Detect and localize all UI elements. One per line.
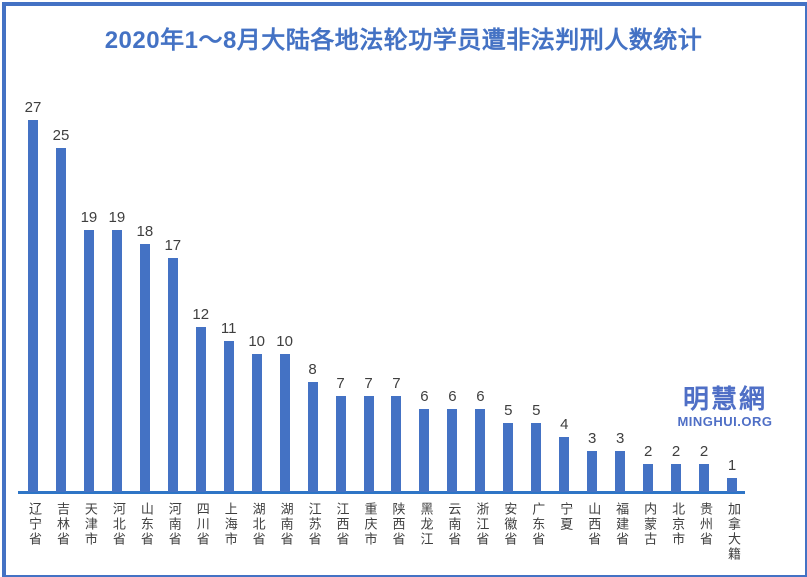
bar-value-label: 5 [532, 402, 541, 420]
bar-value-label: 3 [615, 429, 625, 447]
bar [503, 423, 514, 492]
bar-value-label: 8 [308, 360, 317, 378]
category-label: 重庆市 [362, 502, 378, 547]
bar-value-label: 4 [560, 415, 569, 433]
bar-value-label: 2 [643, 443, 653, 461]
bar [587, 450, 598, 492]
bar [419, 409, 430, 492]
bar-value-label: 5 [504, 402, 513, 420]
bar-value-label: 17 [164, 236, 182, 254]
bar [727, 478, 737, 492]
category-label: 上海市 [222, 502, 238, 547]
minghui-watermark: 明慧網 MINGHUI.ORG [655, 386, 795, 428]
category-label: 河北省 [110, 502, 126, 547]
category-label: 山东省 [138, 502, 154, 547]
bar-value-label: 7 [392, 374, 401, 392]
bar [699, 464, 710, 492]
category-label: 河南省 [166, 502, 182, 547]
bar-value-label: 6 [476, 388, 485, 406]
bar-value-label: 6 [420, 388, 429, 406]
bar [55, 147, 66, 492]
bar [475, 409, 486, 492]
bar-value-label: 27 [24, 99, 42, 117]
category-label: 四川省 [194, 502, 210, 547]
bar [335, 395, 346, 492]
bar [447, 409, 458, 492]
category-label: 吉林省 [54, 502, 70, 547]
category-label: 湖南省 [278, 502, 294, 547]
category-label: 贵州省 [698, 502, 714, 547]
bar [83, 230, 94, 492]
category-label: 内蒙古 [642, 502, 658, 547]
bar [615, 450, 626, 492]
category-label: 云南省 [446, 502, 462, 547]
x-axis-line [18, 491, 745, 494]
bar-value-label: 25 [52, 126, 70, 144]
bar-value-label: 7 [336, 374, 345, 392]
bar-value-label: 3 [588, 429, 597, 447]
bar-value-label: 19 [108, 209, 126, 227]
category-label: 江西省 [334, 502, 350, 547]
category-label: 福建省 [614, 502, 630, 547]
bar [195, 326, 206, 492]
bar-value-label: 2 [671, 443, 681, 461]
bar [139, 244, 150, 492]
category-label: 辽宁省 [27, 502, 42, 547]
bar [671, 464, 682, 492]
bar-value-label: 12 [192, 305, 210, 323]
category-label: 陕西省 [390, 502, 406, 547]
bar [307, 381, 318, 492]
bar-value-label: 7 [364, 374, 373, 392]
minghui-logo-cn: 明慧網 [682, 384, 767, 414]
bar-value-label: 18 [136, 223, 154, 241]
category-label: 宁夏 [558, 502, 574, 532]
category-label: 加拿大籍 [726, 502, 741, 562]
bar [279, 354, 290, 492]
bar [28, 120, 38, 492]
category-label: 江苏省 [306, 502, 322, 547]
bar-value-label: 10 [276, 333, 293, 351]
category-label: 黑龙江 [418, 502, 434, 547]
bar [111, 230, 122, 492]
bar [363, 395, 374, 492]
chart-title: 2020年1～8月大陆各地法轮功学员遭非法判刑人数统计 [104, 27, 703, 54]
bar-value-label: 19 [80, 209, 98, 227]
bar-value-label: 11 [220, 319, 237, 337]
bar [223, 340, 234, 492]
bar-value-label: 2 [699, 443, 709, 461]
category-label: 天津市 [82, 502, 98, 547]
category-label: 浙江省 [474, 502, 490, 547]
bar-value-label: 10 [248, 333, 266, 351]
bar [251, 354, 262, 492]
category-label: 安徽省 [502, 502, 518, 547]
bar-value-label: 6 [448, 388, 457, 406]
category-label: 广东省 [530, 502, 546, 547]
bar [643, 464, 654, 492]
bar [531, 423, 542, 492]
bar-value-label: 1 [727, 457, 737, 475]
bar [391, 395, 402, 492]
bar [167, 257, 178, 492]
category-label: 北京市 [670, 502, 686, 547]
minghui-logo-en: MINGHUI.ORG [677, 414, 773, 429]
bar [559, 436, 570, 492]
category-label: 湖北省 [250, 502, 266, 547]
category-label: 山西省 [586, 502, 602, 547]
